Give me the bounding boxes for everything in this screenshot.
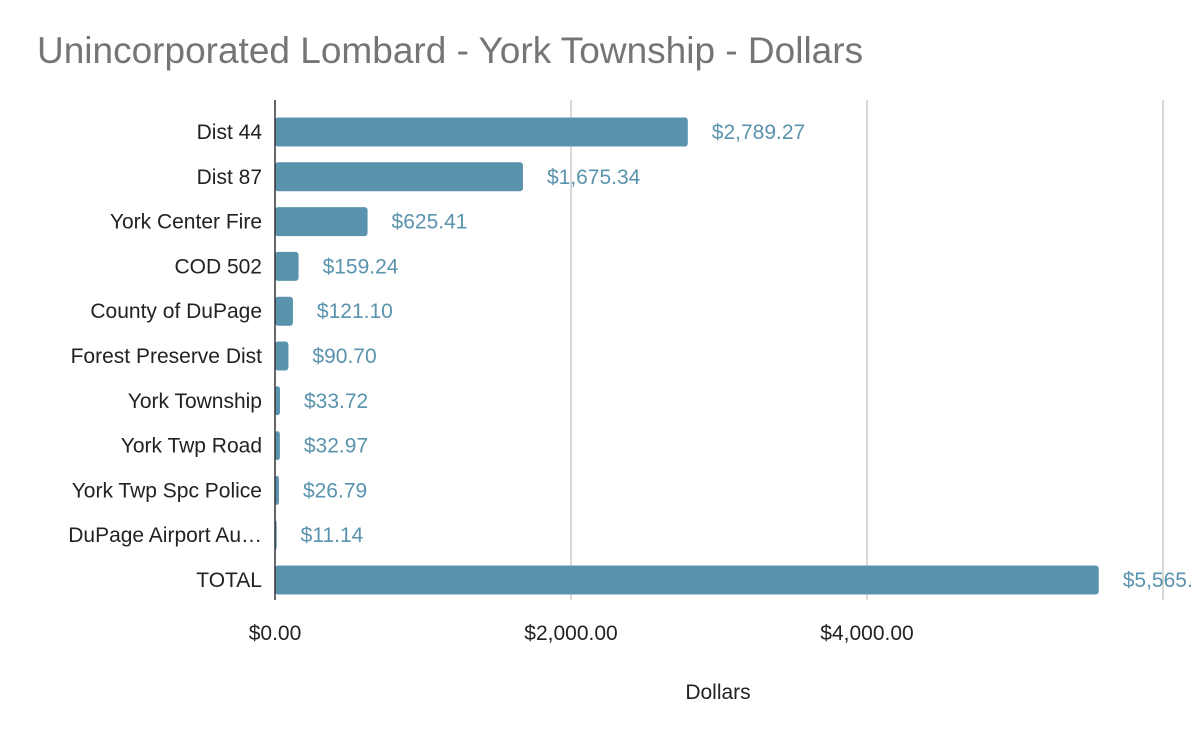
bar — [275, 386, 280, 416]
value-label: $121.10 — [317, 300, 393, 323]
value-label: $5,565. — [1123, 569, 1193, 592]
value-label: $1,675.34 — [547, 166, 641, 189]
bar — [275, 162, 523, 192]
value-label: $33.72 — [304, 390, 368, 413]
value-label: $159.24 — [323, 255, 399, 278]
category-label: York Center Fire — [110, 211, 262, 234]
bar — [275, 475, 279, 505]
x-tick-label: $2,000.00 — [524, 622, 617, 645]
value-label: $90.70 — [312, 345, 376, 368]
chart-title: Unincorporated Lombard - York Township -… — [37, 30, 864, 71]
category-label: TOTAL — [196, 569, 262, 592]
x-tick-label: $0.00 — [249, 622, 302, 645]
value-label: $32.97 — [304, 435, 368, 458]
category-label: COD 502 — [174, 255, 262, 278]
bar — [275, 565, 1099, 595]
value-label: $625.41 — [392, 211, 468, 234]
value-label: $11.14 — [301, 524, 364, 547]
x-axis-title: Dollars — [685, 681, 750, 704]
category-label: York Twp Road — [121, 435, 262, 458]
value-labels: $2,789.27 $1,675.34 $625.41 $159.24 $121.10 $… — [301, 121, 1193, 592]
category-label: York Township — [128, 390, 262, 413]
bar — [275, 296, 293, 326]
gridlines — [570, 100, 1164, 600]
value-label: $26.79 — [303, 479, 367, 502]
bar — [275, 251, 299, 281]
category-label: County of DuPage — [90, 300, 262, 323]
category-label: Dist 87 — [197, 166, 262, 189]
category-label: DuPage Airport Au… — [68, 524, 262, 547]
bar — [275, 341, 289, 371]
category-label: Forest Preserve Dist — [71, 345, 263, 368]
bar — [275, 207, 368, 237]
x-tick-label: $4,000.00 — [820, 622, 913, 645]
bar — [275, 431, 280, 461]
x-tick-labels: $0.00 $2,000.00 $4,000.00 — [249, 622, 914, 645]
bars — [275, 117, 1099, 595]
category-label: Dist 44 — [197, 121, 263, 144]
category-label: York Twp Spc Police — [72, 479, 262, 502]
bar — [275, 117, 688, 147]
value-label: $2,789.27 — [712, 121, 805, 144]
category-labels: Dist 44 Dist 87 York Center Fire COD 502 Cou… — [68, 121, 262, 592]
